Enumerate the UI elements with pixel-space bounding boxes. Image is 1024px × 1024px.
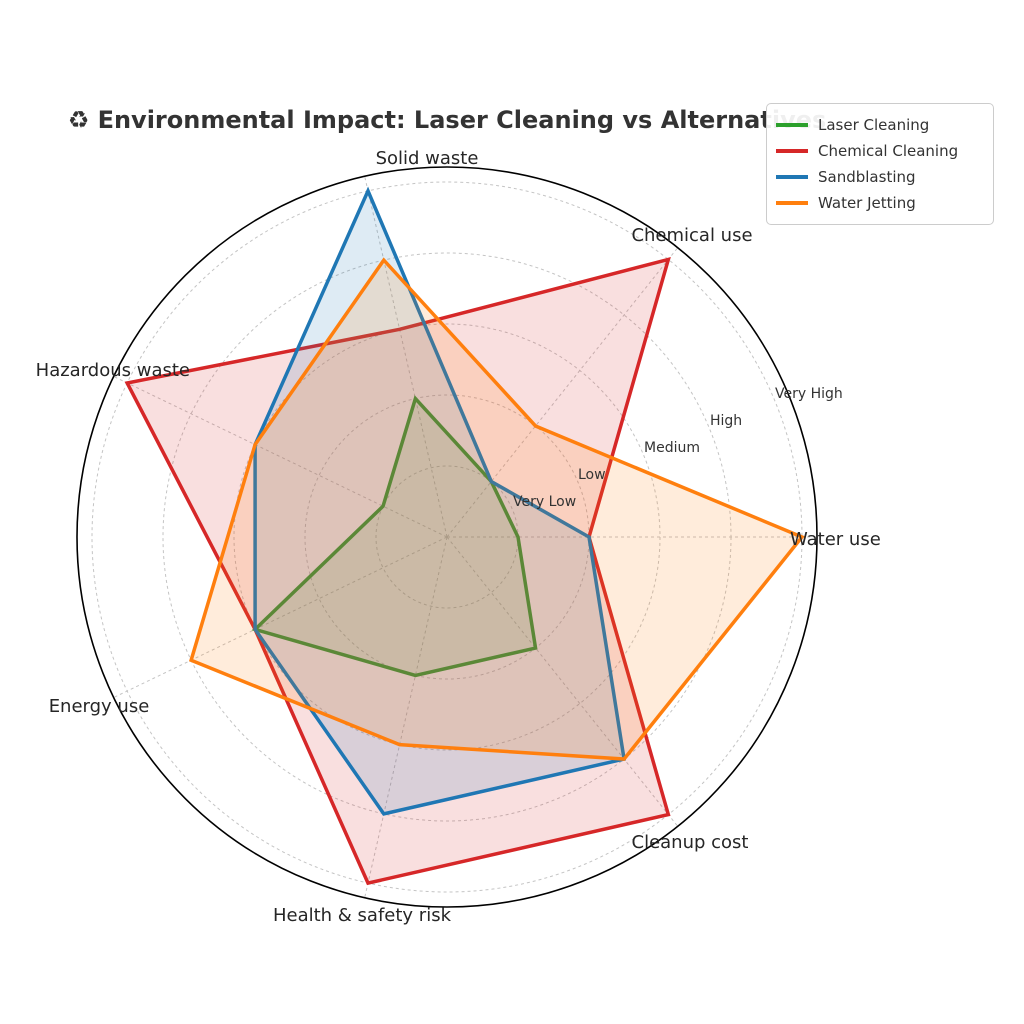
series-polygon-laser-cleaning	[251, 395, 538, 678]
rtick-high: High	[710, 413, 742, 429]
series-polygon-chemical-cleaning	[124, 256, 671, 886]
outer-spine	[76, 166, 818, 908]
legend-label: Chemical Cleaning	[818, 142, 959, 160]
series-polygon-water-jetting	[188, 257, 805, 761]
axis-label-solid-waste: Solid waste	[376, 148, 479, 169]
sandblasting-swatch	[776, 175, 808, 179]
series-polygon-sandblasting	[253, 186, 627, 816]
axis-spoke	[364, 176, 448, 538]
rtick-low: Low	[578, 467, 606, 483]
legend-item-water-jetting: Water Jetting	[776, 190, 983, 216]
legend-item-chemical-cleaning: Chemical Cleaning	[776, 138, 983, 164]
axis-spoke	[446, 536, 679, 827]
axis-label-hazardous-waste: Hazardous waste	[36, 360, 190, 381]
axis-spoke	[113, 536, 448, 698]
radial-tick-labels: Very Low Low Medium High Very High	[513, 386, 843, 510]
axis-spoke	[446, 247, 679, 538]
chart-title: ♻ Environmental Impact: Laser Cleaning v…	[67, 106, 827, 134]
chemical-cleaning-swatch	[776, 149, 808, 153]
axis-spoke	[364, 536, 448, 898]
rtick-medium: Medium	[644, 440, 700, 456]
legend-label: Laser Cleaning	[818, 116, 930, 134]
legend-item-laser-cleaning: Laser Cleaning	[776, 112, 983, 138]
legend-item-sandblasting: Sandblasting	[776, 164, 983, 190]
axis-label-health-safety-risk: Health & safety risk	[273, 905, 452, 926]
rtick-very-high: Very High	[775, 386, 843, 402]
axis-spoke	[113, 376, 448, 538]
category-labels: Water use Chemical use Solid waste Hazar…	[36, 148, 881, 926]
series-polygons	[124, 186, 805, 886]
axis-label-water-use: Water use	[790, 529, 881, 550]
axis-label-energy-use: Energy use	[49, 696, 150, 717]
laser-cleaning-swatch	[776, 123, 808, 127]
rtick-very-low: Very Low	[513, 494, 576, 510]
legend-label: Water Jetting	[818, 194, 916, 212]
axis-label-cleanup-cost: Cleanup cost	[632, 832, 749, 853]
legend-label: Sandblasting	[818, 168, 916, 186]
water-jetting-swatch	[776, 201, 808, 205]
axis-label-chemical-use: Chemical use	[631, 225, 752, 246]
legend: Laser Cleaning Chemical Cleaning Sandbla…	[766, 103, 994, 225]
